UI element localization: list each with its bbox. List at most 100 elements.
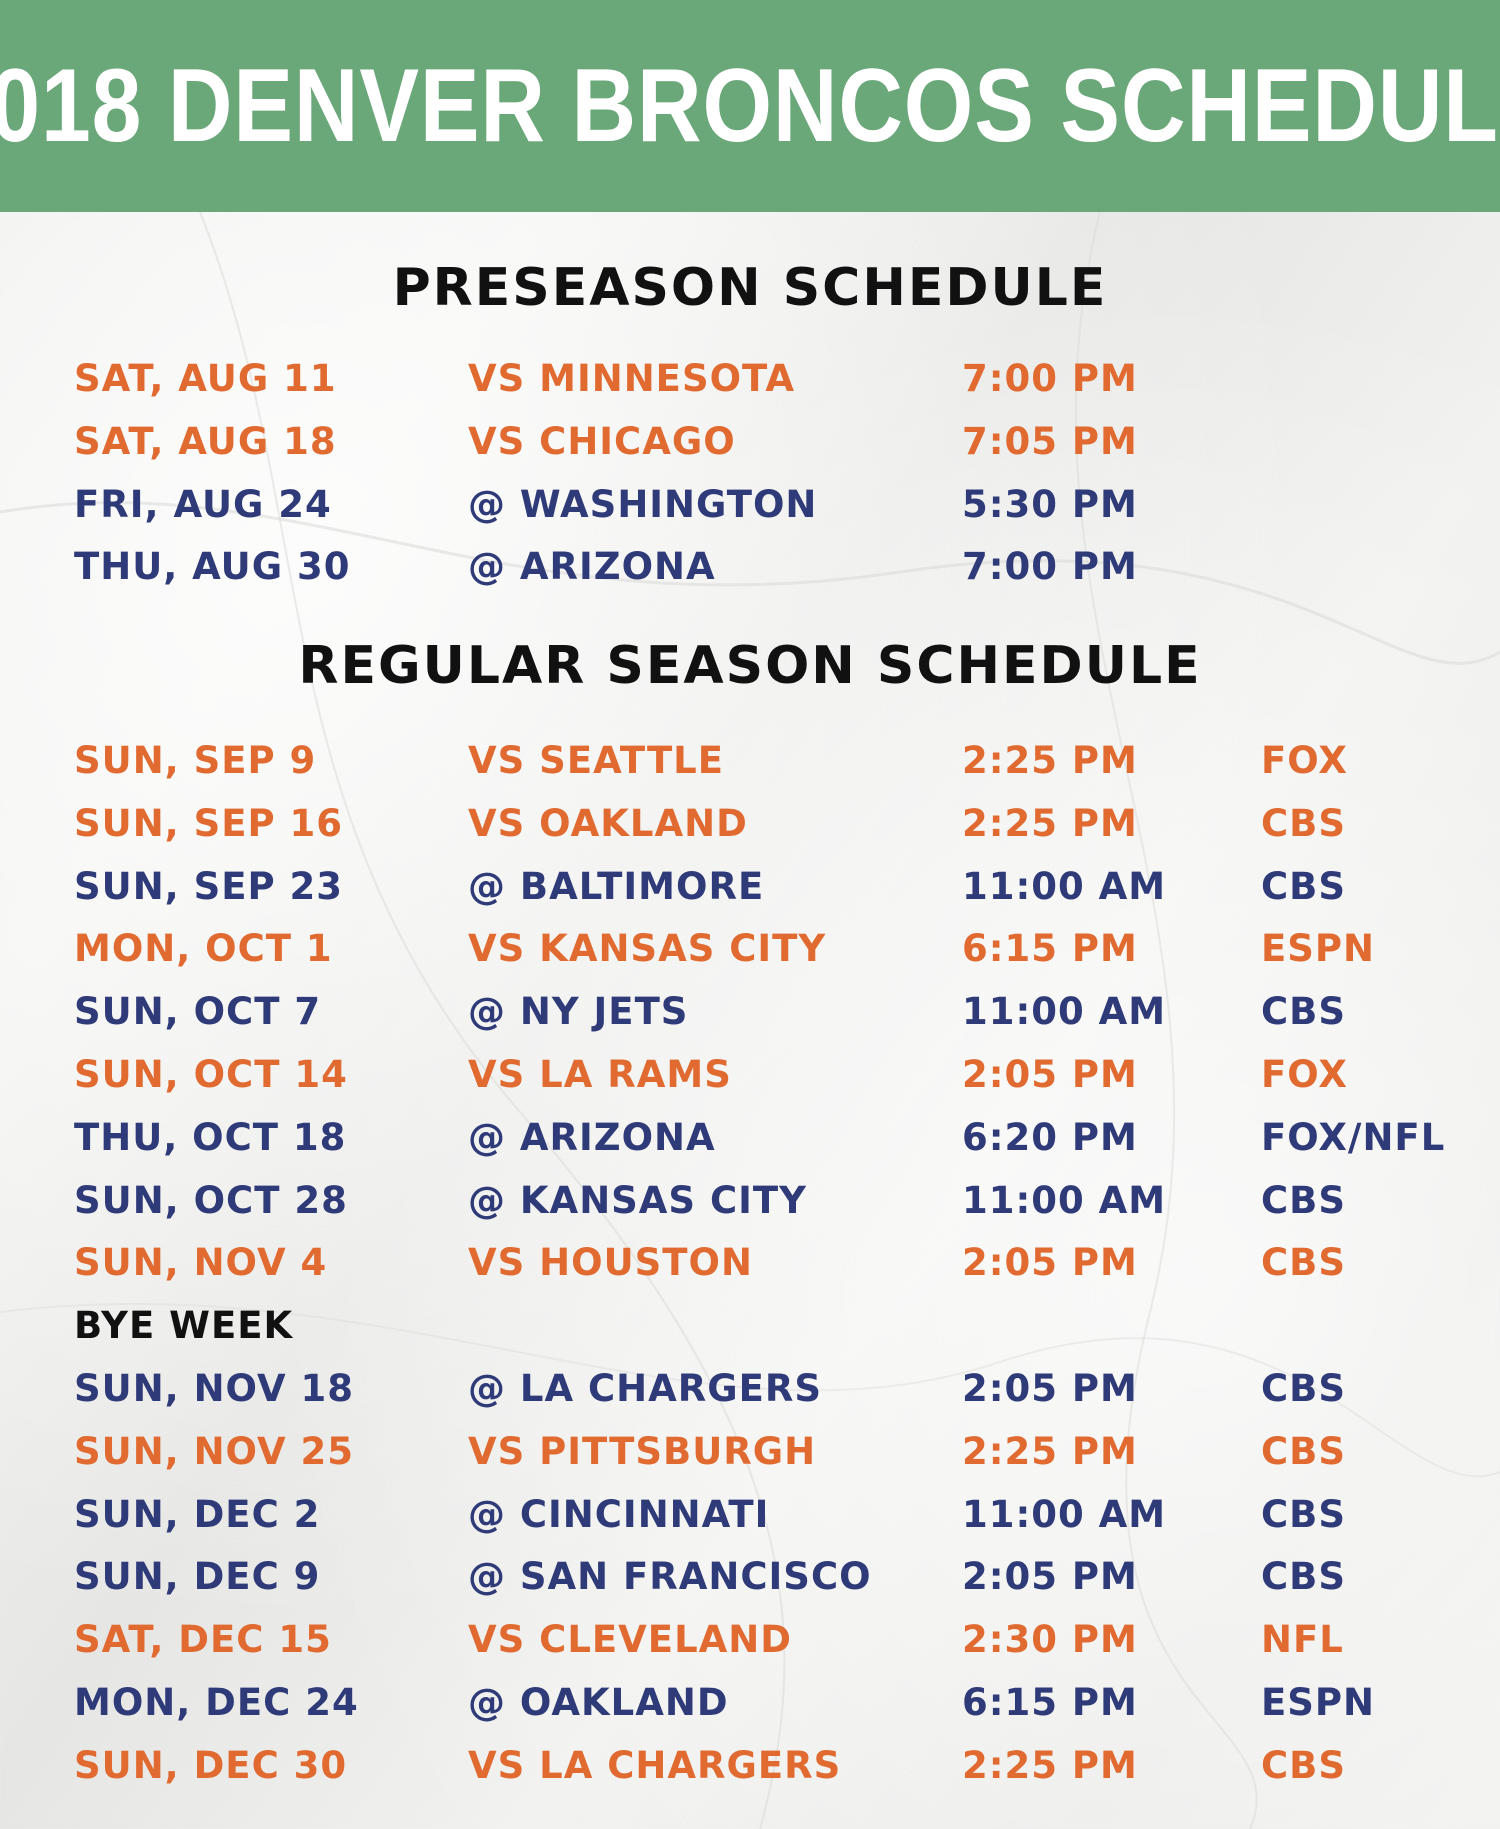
game-time: 7:05 PM: [962, 419, 1138, 463]
game-opponent: @ OAKLAND: [468, 1680, 729, 1724]
preseason-heading: PRESEASON SCHEDULE: [392, 258, 1108, 318]
game-time: 2:05 PM: [962, 1366, 1138, 1410]
game-row: SUN, OCT 28 @ KANSAS CITY 11:00 AM CBS: [0, 1170, 1500, 1233]
game-tv-network: CBS: [1261, 1743, 1347, 1787]
game-opponent: VS MINNESOTA: [468, 357, 796, 400]
game-date: MON, DEC 24: [74, 1680, 359, 1724]
game-date: MON, OCT 1: [74, 927, 333, 971]
game-opponent: @ BALTIMORE: [468, 864, 765, 908]
game-time: 2:30 PM: [962, 1618, 1138, 1662]
game-date: THU, AUG 30: [74, 545, 351, 589]
game-tv-network: CBS: [1261, 1366, 1347, 1410]
game-date: SUN, NOV 25: [74, 1429, 355, 1473]
game-row: SUN, OCT 7 @ NY JETS 11:00 AM CBS: [0, 981, 1500, 1044]
game-row: SUN, SEP 23 @ BALTIMORE 11:00 AM CBS: [0, 856, 1500, 919]
game-row: MON, DEC 24 @ OAKLAND 6:15 PM ESPN: [0, 1672, 1500, 1735]
game-tv-network: FOX: [1261, 1052, 1348, 1096]
preseason-list: SAT, AUG 11 VS MINNESOTA 7:00 PM SAT, AUG 1…: [0, 348, 1500, 599]
game-row: SUN, NOV 4 VS HOUSTON 2:05 PM CBS: [0, 1232, 1500, 1295]
game-tv-network: CBS: [1261, 1178, 1347, 1222]
game-time: 2:05 PM: [962, 1241, 1138, 1285]
game-row: THU, AUG 30 @ ARIZONA 7:00 PM: [0, 536, 1500, 599]
game-opponent: VS SEATTLE: [468, 739, 725, 782]
game-row: SAT, AUG 11 VS MINNESOTA 7:00 PM: [0, 348, 1500, 411]
game-opponent: @ SAN FRANCISCO: [468, 1555, 872, 1599]
game-time: 6:20 PM: [962, 1115, 1138, 1159]
game-opponent: @ CINCINNATI: [468, 1492, 770, 1536]
game-time: 11:00 AM: [962, 1178, 1167, 1222]
game-opponent: VS CLEVELAND: [468, 1618, 792, 1662]
game-row: SAT, DEC 15 VS CLEVELAND 2:30 PM NFL: [0, 1609, 1500, 1672]
game-date: SAT, AUG 18: [74, 419, 337, 463]
game-opponent: @ ARIZONA: [468, 545, 716, 589]
title-banner: 2018 DENVER BRONCOS SCHEDULE: [0, 0, 1500, 212]
game-time: 7:00 PM: [962, 357, 1138, 400]
game-tv-network: CBS: [1261, 1555, 1347, 1599]
game-tv-network: FOX: [1261, 739, 1348, 782]
game-time: 2:25 PM: [962, 801, 1138, 845]
game-date: SUN, NOV 4: [74, 1241, 328, 1285]
regular-season-list: SUN, SEP 9 VS SEATTLE 2:25 PM FOX SUN, SEP 1…: [0, 730, 1500, 1798]
game-date: THU, OCT 18: [74, 1115, 347, 1159]
game-date: SUN, SEP 23: [74, 864, 344, 908]
game-date: SUN, DEC 2: [74, 1492, 321, 1536]
game-opponent: @ WASHINGTON: [468, 482, 818, 526]
game-date: SUN, OCT 14: [74, 1052, 348, 1096]
game-tv-network: CBS: [1261, 1241, 1347, 1285]
game-time: 2:05 PM: [962, 1555, 1138, 1599]
game-row: THU, OCT 18 @ ARIZONA 6:20 PM FOX/NFL: [0, 1107, 1500, 1170]
game-date: BYE WEEK: [74, 1304, 294, 1348]
game-row: SUN, DEC 9 @ SAN FRANCISCO 2:05 PM CBS: [0, 1546, 1500, 1609]
game-tv-network: ESPN: [1261, 927, 1376, 971]
bye-week-row: BYE WEEK: [0, 1295, 1500, 1358]
game-row: SUN, NOV 25 VS PITTSBURGH 2:25 PM CBS: [0, 1421, 1500, 1484]
game-opponent: VS PITTSBURGH: [468, 1429, 817, 1473]
game-opponent: VS LA CHARGERS: [468, 1743, 842, 1787]
game-opponent: @ ARIZONA: [468, 1115, 716, 1159]
game-time: 2:25 PM: [962, 1429, 1138, 1473]
game-time: 6:15 PM: [962, 1680, 1138, 1724]
game-opponent: VS LA RAMS: [468, 1052, 732, 1096]
page-title: 2018 DENVER BRONCOS SCHEDULE: [0, 47, 1500, 164]
game-tv-network: CBS: [1261, 1492, 1347, 1536]
game-tv-network: NFL: [1261, 1618, 1344, 1662]
game-opponent: @ KANSAS CITY: [468, 1178, 807, 1222]
game-opponent: VS OAKLAND: [468, 801, 748, 845]
game-tv-network: ESPN: [1261, 1680, 1376, 1724]
game-tv-network: CBS: [1261, 1429, 1347, 1473]
game-date: FRI, AUG 24: [74, 482, 332, 526]
game-row: SUN, DEC 2 @ CINCINNATI 11:00 AM CBS: [0, 1484, 1500, 1547]
game-date: SAT, DEC 15: [74, 1618, 332, 1662]
game-date: SUN, NOV 18: [74, 1366, 355, 1410]
game-row: MON, OCT 1 VS KANSAS CITY 6:15 PM ESPN: [0, 918, 1500, 981]
game-time: 11:00 AM: [962, 1492, 1167, 1536]
game-row: FRI, AUG 24 @ WASHINGTON 5:30 PM: [0, 474, 1500, 537]
game-row: SUN, NOV 18 @ LA CHARGERS 2:05 PM CBS: [0, 1358, 1500, 1421]
game-tv-network: CBS: [1261, 801, 1347, 845]
game-row: SAT, AUG 18 VS CHICAGO 7:05 PM: [0, 411, 1500, 474]
game-date: SUN, OCT 28: [74, 1178, 348, 1222]
regular-season-heading: REGULAR SEASON SCHEDULE: [298, 636, 1202, 696]
game-tv-network: CBS: [1261, 990, 1347, 1034]
game-date: SAT, AUG 11: [74, 357, 337, 400]
game-time: 2:25 PM: [962, 1743, 1138, 1787]
game-date: SUN, SEP 16: [74, 801, 344, 845]
game-date: SUN, OCT 7: [74, 990, 322, 1034]
game-time: 2:05 PM: [962, 1052, 1138, 1096]
game-time: 5:30 PM: [962, 482, 1138, 526]
game-opponent: VS HOUSTON: [468, 1241, 753, 1285]
game-opponent: VS CHICAGO: [468, 419, 736, 463]
game-row: SUN, OCT 14 VS LA RAMS 2:05 PM FOX: [0, 1044, 1500, 1107]
game-time: 6:15 PM: [962, 927, 1138, 971]
game-time: 11:00 AM: [962, 864, 1167, 908]
game-tv-network: FOX/NFL: [1261, 1115, 1446, 1159]
game-date: SUN, SEP 9: [74, 739, 317, 782]
game-row: SUN, DEC 30 VS LA CHARGERS 2:25 PM CBS: [0, 1735, 1500, 1798]
game-date: SUN, DEC 30: [74, 1743, 348, 1787]
game-date: SUN, DEC 9: [74, 1555, 321, 1599]
game-time: 2:25 PM: [962, 739, 1138, 782]
game-tv-network: CBS: [1261, 864, 1347, 908]
game-time: 7:00 PM: [962, 545, 1138, 589]
game-row: SUN, SEP 9 VS SEATTLE 2:25 PM FOX: [0, 730, 1500, 793]
game-opponent: @ LA CHARGERS: [468, 1366, 823, 1410]
